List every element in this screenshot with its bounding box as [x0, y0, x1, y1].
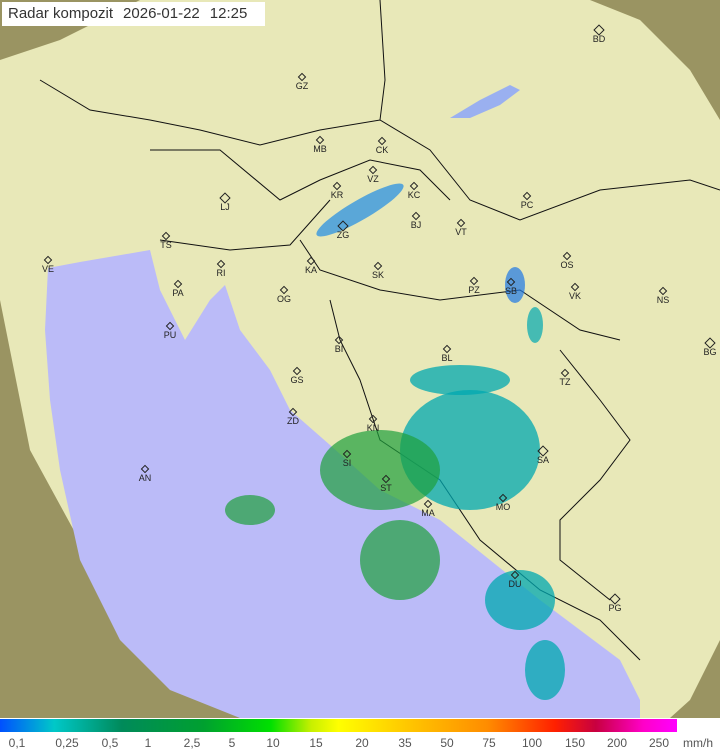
title-text: Radar kompozit — [8, 5, 114, 22]
city-label-kc: KC — [407, 190, 421, 200]
city-label-gz: GZ — [295, 81, 309, 91]
map-title: Radar kompozit 2026-01-22 12:25 — [2, 2, 266, 26]
city-label-gs: GS — [290, 375, 304, 385]
lake-balaton — [450, 85, 520, 118]
city-label-st: ST — [380, 483, 392, 493]
city-label-lj: LJ — [220, 202, 230, 212]
title-date: 2026-01-22 — [123, 5, 200, 22]
city-label-mo: MO — [495, 502, 511, 512]
city-label-bi: BI — [334, 344, 344, 354]
city-label-ns: NS — [656, 295, 670, 305]
legend-label: 10 — [266, 736, 280, 750]
legend-label: 0,5 — [101, 736, 119, 750]
city-label-ts: TS — [160, 240, 172, 250]
city-label-bl: BL — [441, 353, 453, 363]
legend-label: 35 — [398, 736, 412, 750]
city-label-mb: MB — [313, 144, 327, 154]
title-time: 12:25 — [209, 5, 248, 22]
city-label-og: OG — [276, 294, 292, 304]
radar-map — [0, 0, 720, 718]
legend-label: 5 — [228, 736, 236, 750]
city-label-vk: VK — [568, 291, 582, 301]
legend-label: 200 — [606, 736, 628, 750]
city-label-ka: KA — [304, 265, 318, 275]
legend-label: 75 — [482, 736, 496, 750]
city-label-pz: PZ — [468, 285, 480, 295]
city-label-os: OS — [560, 260, 574, 270]
legend-label: 100 — [521, 736, 543, 750]
city-label-sb: SB — [504, 286, 518, 296]
legend-label: 0,1 — [8, 736, 26, 750]
city-label-zg: ZG — [336, 230, 350, 240]
city-label-ve: VE — [41, 264, 55, 274]
city-label-pc: PC — [520, 200, 534, 210]
legend-label: 1 — [144, 736, 152, 750]
city-label-bj: BJ — [410, 220, 422, 230]
legend-label: 15 — [309, 736, 323, 750]
city-label-du: DU — [508, 579, 522, 589]
city-label-bd: BD — [592, 34, 606, 44]
legend-label: 2,5 — [183, 736, 201, 750]
legend-label: 250 — [648, 736, 670, 750]
city-label-vz: VZ — [367, 174, 379, 184]
legend-color-scale — [0, 719, 677, 732]
legend-label: 150 — [564, 736, 586, 750]
city-label-pu: PU — [163, 330, 177, 340]
city-label-ck: CK — [375, 145, 389, 155]
city-label-vt: VT — [455, 227, 467, 237]
city-label-pa: PA — [172, 288, 184, 298]
city-label-pg: PG — [608, 603, 622, 613]
city-label-zd: ZD — [287, 416, 299, 426]
legend-label: 0,25 — [55, 736, 79, 750]
city-label-si: SI — [342, 458, 352, 468]
borders — [39, 0, 720, 661]
legend-unit: mm/h — [683, 736, 713, 750]
legend-labels: 0,1 0,25 0,5 1 2,5 5 10 15 20 35 50 75 100 150 200 250 m… — [0, 736, 720, 751]
city-label-ri: RI — [216, 268, 226, 278]
city-label-bg: BG — [703, 347, 717, 357]
precipitation — [225, 183, 565, 700]
city-label-tz: TZ — [559, 377, 571, 387]
legend-label: 50 — [440, 736, 454, 750]
city-label-ma: MA — [421, 508, 435, 518]
legend-label: 20 — [355, 736, 369, 750]
city-label-sk: SK — [371, 270, 385, 280]
city-label-an: AN — [138, 473, 152, 483]
city-label-kr: KR — [330, 190, 344, 200]
city-label-sa: SA — [536, 455, 550, 465]
city-label-kn: KN — [366, 423, 380, 433]
